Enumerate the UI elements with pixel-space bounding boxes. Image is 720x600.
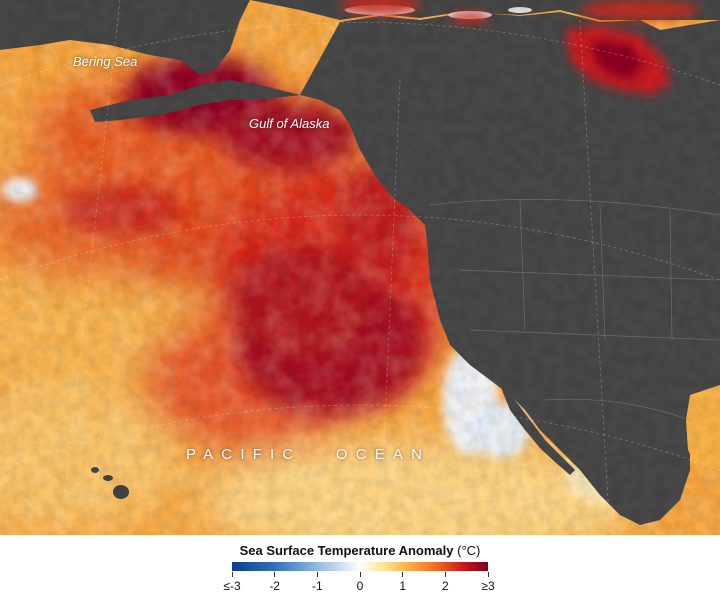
legend-tick-label: ≥3 <box>468 579 508 593</box>
legend-tick-mark <box>360 572 361 577</box>
legend-tick-label: 0 <box>340 579 380 593</box>
legend-title: Sea Surface Temperature Anomaly (°C) <box>0 543 720 558</box>
legend-title-main: Sea Surface Temperature Anomaly <box>240 543 454 558</box>
legend-tick-mark <box>402 572 403 577</box>
legend-tick-label: 1 <box>383 579 423 593</box>
gulf-of-alaska-label: Gulf of Alaska <box>249 116 329 131</box>
legend-tick-mark <box>274 572 275 577</box>
map-panel: Bering Sea Gulf of Alaska PACIFIC OCEAN <box>0 0 720 535</box>
legend-color-scale <box>232 562 488 571</box>
legend-tick-label: ≤-3 <box>212 579 252 593</box>
legend-tick-mark <box>317 572 318 577</box>
legend-tick-label: 2 <box>425 579 465 593</box>
legend-tick-mark <box>488 572 489 577</box>
legend-tick-mark <box>445 572 446 577</box>
bering-sea-label: Bering Sea <box>73 54 137 69</box>
legend-tick-label: -1 <box>297 579 337 593</box>
legend-tick-label: -2 <box>255 579 295 593</box>
pacific-ocean-label: PACIFIC OCEAN <box>186 446 430 463</box>
legend-tick-mark <box>232 572 233 577</box>
legend: Sea Surface Temperature Anomaly (°C) ≤-3… <box>0 535 720 600</box>
legend-title-unit: (°C) <box>454 543 481 558</box>
